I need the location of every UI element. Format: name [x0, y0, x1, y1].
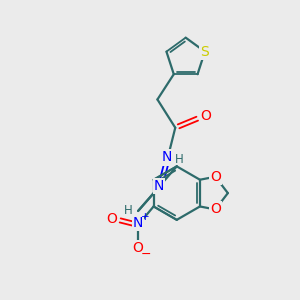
Text: N: N: [133, 216, 143, 230]
Text: O: O: [200, 109, 211, 123]
Text: H: H: [124, 204, 133, 218]
Text: +: +: [141, 212, 150, 222]
Text: O: O: [106, 212, 117, 226]
Text: O: O: [133, 241, 144, 255]
Text: O: O: [210, 202, 221, 216]
Text: N: N: [154, 179, 164, 193]
Text: H: H: [175, 153, 184, 166]
Text: S: S: [200, 45, 209, 58]
Text: N: N: [161, 150, 172, 164]
Text: O: O: [210, 170, 221, 184]
Text: −: −: [141, 248, 151, 261]
